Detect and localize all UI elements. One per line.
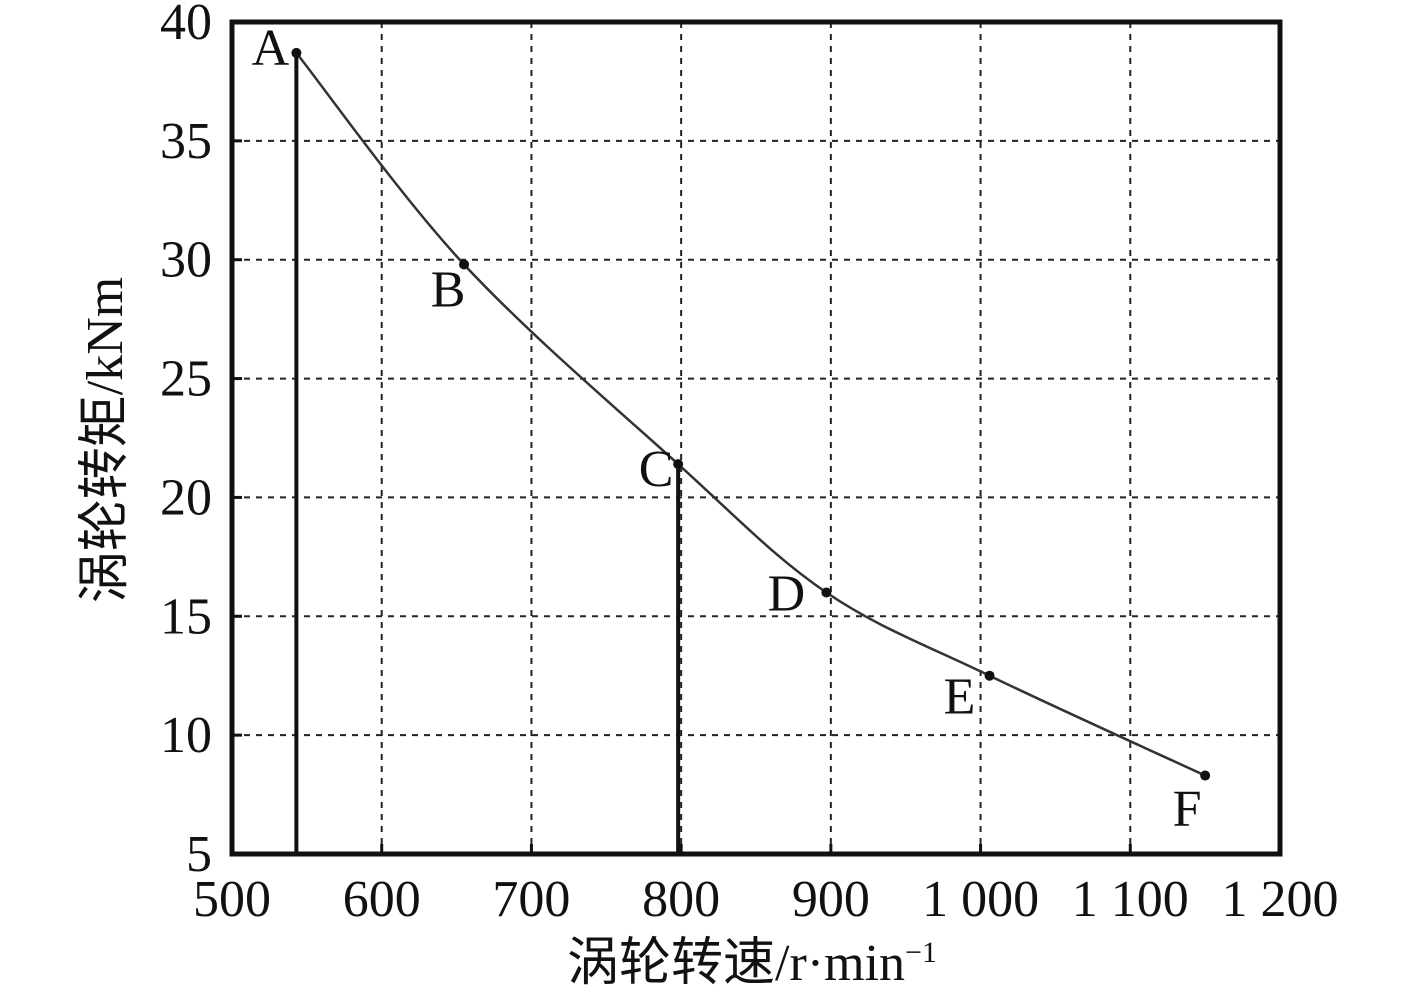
x-tick-label: 700 bbox=[492, 871, 570, 928]
data-points: A B C D E F bbox=[252, 20, 1211, 838]
x-tick-label: 1 000 bbox=[922, 871, 1039, 928]
data-point-F bbox=[1200, 770, 1211, 781]
x-tick-label: 900 bbox=[792, 871, 870, 928]
data-point-C bbox=[673, 459, 684, 470]
x-axis-title-main: 涡轮转速/r·min bbox=[567, 935, 905, 992]
y-tick-labels: 5 10 15 20 25 30 35 40 bbox=[160, 0, 242, 883]
y-tick-label: 35 bbox=[160, 113, 212, 170]
x-tick-label: 800 bbox=[642, 871, 720, 928]
x-tick-label: 1 100 bbox=[1072, 871, 1189, 928]
point-label-A: A bbox=[252, 20, 290, 77]
grid-layer bbox=[232, 22, 1280, 854]
data-point-B bbox=[459, 259, 470, 270]
torque-curve bbox=[295, 52, 1206, 777]
point-label-B: B bbox=[431, 261, 466, 318]
point-label-C: C bbox=[639, 441, 674, 498]
data-point-E bbox=[984, 670, 995, 681]
y-tick-label: 40 bbox=[160, 0, 212, 51]
x-tick-label: 600 bbox=[343, 871, 421, 928]
point-label-F: F bbox=[1173, 781, 1202, 838]
data-point-A bbox=[291, 47, 302, 58]
y-tick-label: 25 bbox=[160, 351, 212, 408]
x-axis-title-superscript: −1 bbox=[905, 936, 937, 969]
y-tick-label: 15 bbox=[160, 588, 212, 645]
y-tick-label: 5 bbox=[186, 826, 212, 883]
y-axis-title: 涡轮转矩/kNm bbox=[77, 277, 134, 603]
y-tick-label: 30 bbox=[160, 232, 212, 289]
point-label-D: D bbox=[768, 566, 806, 623]
y-tick-label: 20 bbox=[160, 469, 212, 526]
y-tick-label: 10 bbox=[160, 707, 212, 764]
data-point-D bbox=[821, 587, 832, 598]
x-tick-label: 500 bbox=[193, 871, 271, 928]
x-tick-label: 1 200 bbox=[1222, 871, 1339, 928]
x-axis-title: 涡轮转速/r·min−1 bbox=[567, 935, 937, 992]
plot-frame bbox=[229, 19, 1283, 857]
point-label-E: E bbox=[944, 669, 976, 726]
x-tick-labels: 500 600 700 800 900 1 000 1 100 1 200 bbox=[193, 844, 1339, 928]
vertical-drop-lines bbox=[294, 52, 681, 854]
